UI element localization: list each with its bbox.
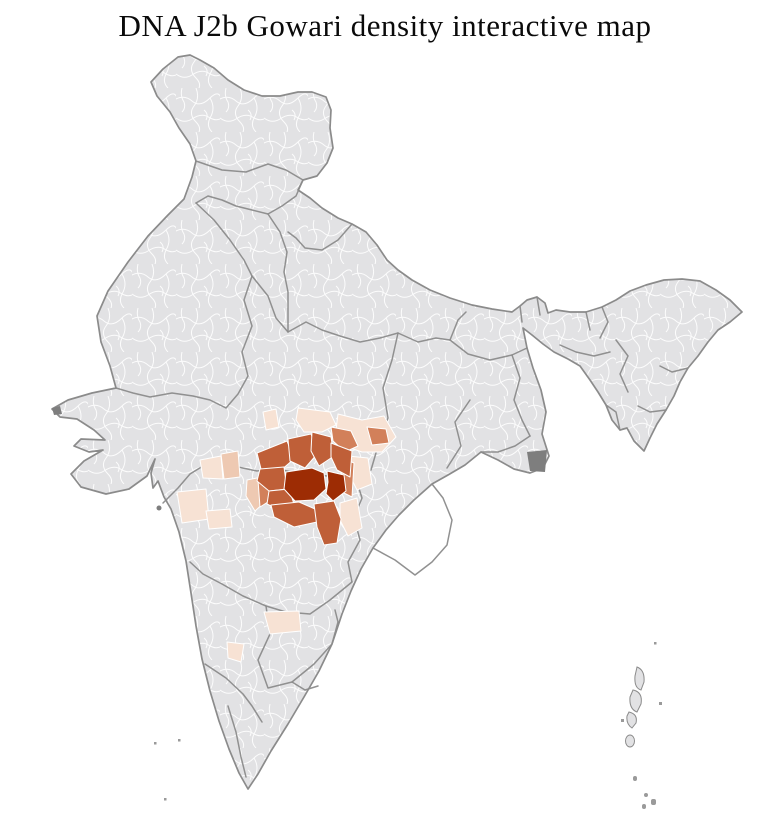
- dense-delta-patches: [52, 406, 547, 511]
- density-level-5-districts[interactable]: [283, 467, 347, 502]
- lakshadweep-islands: [154, 739, 181, 801]
- density-level-4-districts[interactable]: [256, 431, 353, 546]
- map-title: DNA J2b Gowari density interactive map: [118, 8, 652, 43]
- andaman-nicobar-islands: [621, 642, 662, 809]
